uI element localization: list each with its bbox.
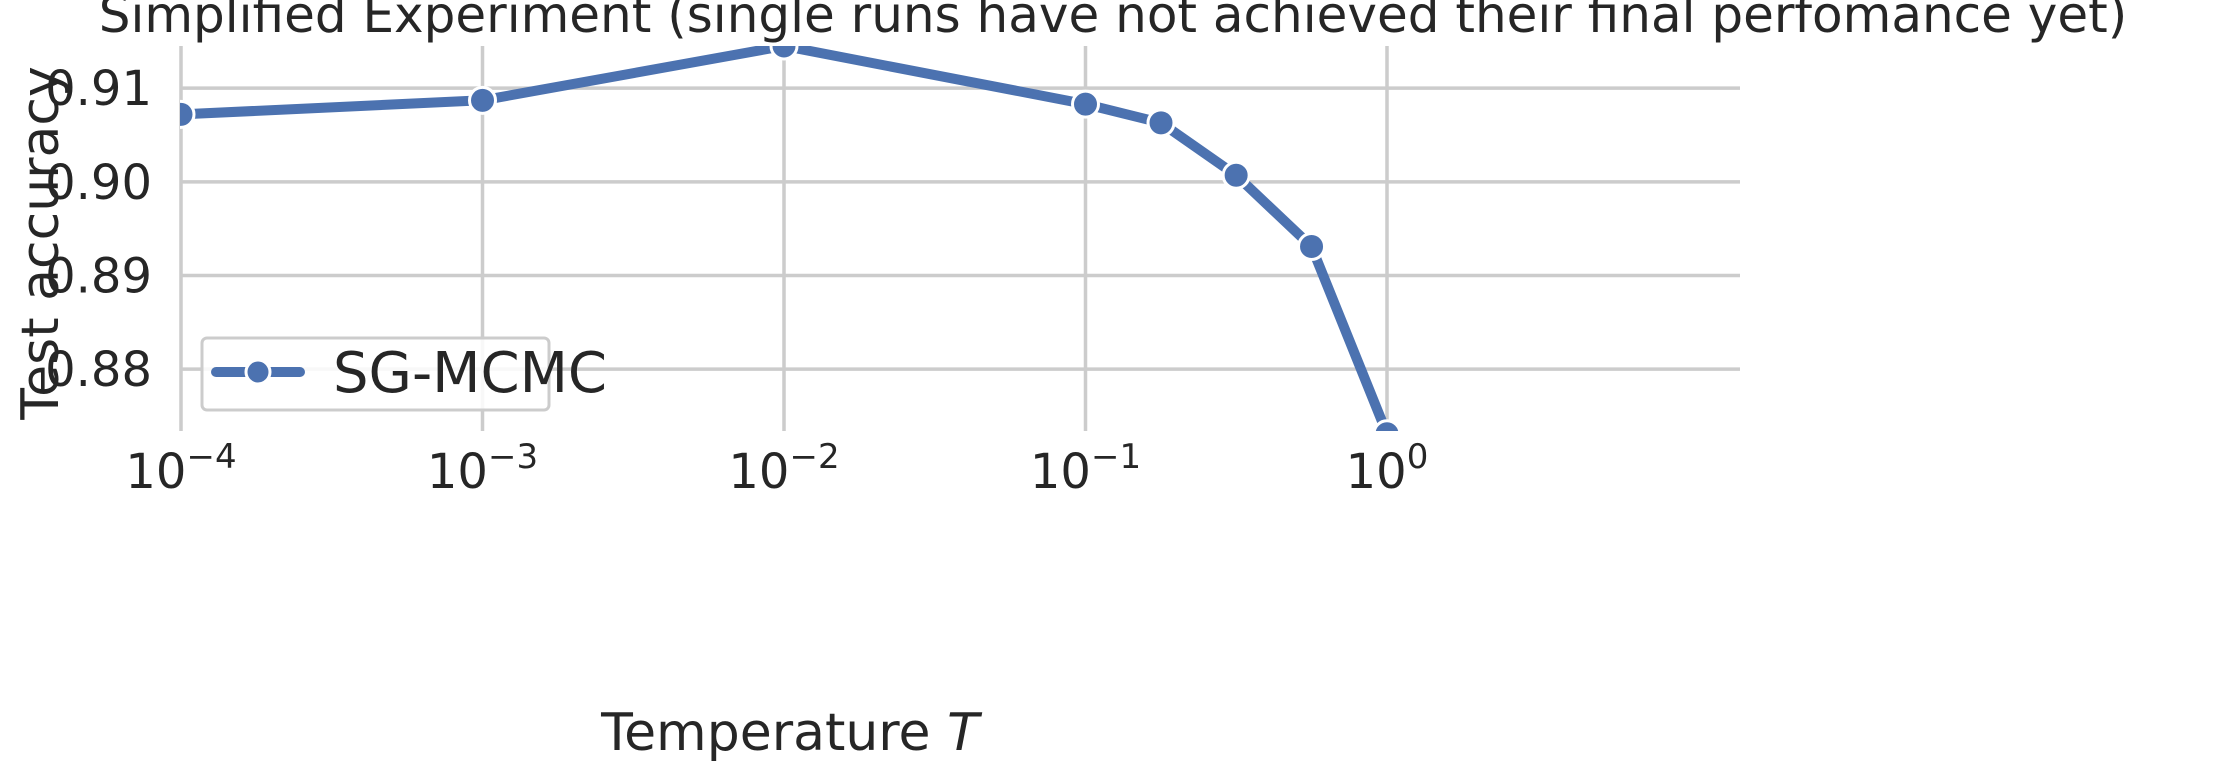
legend-entry-sg-mcmc: SG-MCMC	[333, 341, 607, 406]
x-axis-label-var: T	[947, 703, 983, 763]
x-tick-label: 10−4	[125, 437, 236, 500]
x-tick-label: 10−2	[728, 437, 839, 500]
chart-title: Simplified Experiment (single runs have …	[99, 0, 2128, 44]
data-point	[1071, 89, 1100, 119]
y-tick-label: 0.88	[45, 342, 152, 398]
x-axis-label: Temperature T	[600, 703, 983, 763]
legend: SG-MCMC	[200, 336, 607, 412]
series-layer	[180, 46, 1402, 431]
data-point	[468, 85, 497, 115]
series-line	[180, 46, 1392, 431]
data-point	[1146, 108, 1176, 138]
data-point	[180, 99, 196, 129]
y-tick-labels: 0.88 0.89 0.90 0.91	[45, 61, 152, 398]
x-tick-label: 10−3	[427, 437, 538, 500]
data-point	[1297, 231, 1327, 261]
legend-frame	[200, 336, 551, 412]
x-tick-labels: 10−4 10−3 10−2 10−1 100	[125, 437, 1428, 500]
legend-marker-swatch	[244, 358, 272, 386]
x-tick-label: 100	[1346, 437, 1429, 500]
y-tick-label: 0.90	[45, 155, 152, 211]
x-axis-label-text: Temperature	[600, 703, 930, 763]
y-axis-label: Test accuracy	[11, 66, 71, 421]
y-tick-label: 0.89	[45, 249, 152, 305]
data-point	[1221, 160, 1251, 190]
data-point	[1372, 419, 1402, 431]
y-tick-label: 0.91	[45, 61, 152, 117]
data-point	[769, 46, 799, 61]
x-tick-label: 10−1	[1030, 437, 1141, 500]
